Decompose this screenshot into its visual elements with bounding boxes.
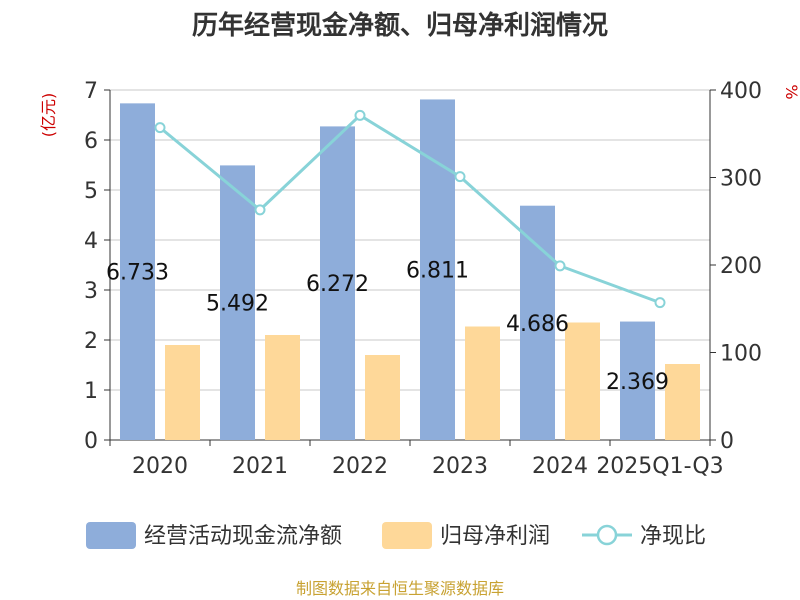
legend-swatch xyxy=(382,522,432,549)
y-left-tick-label: 7 xyxy=(84,79,98,104)
bar xyxy=(465,326,500,440)
y-right-tick-label: 100 xyxy=(720,342,762,367)
bar xyxy=(665,364,700,440)
ratio-series-line xyxy=(159,113,661,305)
bar xyxy=(165,345,200,440)
bar-value-label: 4.686 xyxy=(506,312,569,337)
ratio-point xyxy=(654,297,666,309)
y-left-tick-label: 4 xyxy=(84,229,98,254)
legend-marker xyxy=(596,524,618,546)
bar-value-label: 5.492 xyxy=(206,292,269,317)
legend: 经营活动现金流净额 归母净利润 净现比 xyxy=(86,522,706,549)
ratio-point xyxy=(354,109,366,121)
y-left-unit: (亿元) xyxy=(39,93,58,138)
legend-swatch xyxy=(86,522,136,549)
bar xyxy=(120,103,155,440)
y-right-tick-label: 400 xyxy=(720,79,762,104)
axes: 0 1 2 3 4 5 6 7 0 100 200 300 400 2020 2021 2022 2023 202… xyxy=(84,79,762,479)
y-left-tick-label: 1 xyxy=(84,379,98,404)
data-labels: 6.733 5.492 6.272 6.811 4.686 2.369 xyxy=(106,259,669,395)
ratio-line xyxy=(154,109,666,309)
y-left-tick-label: 3 xyxy=(84,279,98,304)
y-right-tick-label: 200 xyxy=(720,254,762,279)
bar-value-label: 6.272 xyxy=(306,272,369,297)
bar-value-label: 2.369 xyxy=(606,370,669,395)
y-left-tick-label: 0 xyxy=(84,429,98,454)
bar-value-label: 6.733 xyxy=(106,261,169,286)
ratio-point xyxy=(454,171,466,183)
bar xyxy=(320,126,355,441)
bar xyxy=(220,165,255,440)
y-left-tick-label: 5 xyxy=(84,179,98,204)
y-left-tick-label: 2 xyxy=(84,329,98,354)
ratio-point xyxy=(254,204,266,216)
x-tick-label: 2021 xyxy=(232,454,288,479)
y-right-tick-label: 300 xyxy=(720,167,762,192)
grid xyxy=(110,89,710,441)
x-tick-label: 2022 xyxy=(332,454,388,479)
bar xyxy=(565,322,600,440)
x-tick-label: 2025Q1-Q3 xyxy=(596,454,723,479)
legend-label: 经营活动现金流净额 xyxy=(144,524,342,549)
legend-label: 归母净利润 xyxy=(440,524,550,549)
x-tick-label: 2023 xyxy=(432,454,488,479)
x-tick-label: 2024 xyxy=(532,454,588,479)
bars xyxy=(120,99,700,441)
legend-label: 净现比 xyxy=(640,524,706,549)
y-left-tick-label: 6 xyxy=(84,129,98,154)
data-source: 制图数据来自恒生聚源数据库 xyxy=(296,579,504,598)
x-tick-label: 2020 xyxy=(132,454,188,479)
ratio-point xyxy=(554,260,566,272)
chart-title: 历年经营现金净额、归母净利润情况 xyxy=(192,10,608,41)
y-right-tick-label: 0 xyxy=(720,429,734,454)
bar xyxy=(365,355,400,440)
y-right-unit: % xyxy=(782,84,800,99)
bar xyxy=(620,321,655,440)
bar xyxy=(265,335,300,440)
ratio-point xyxy=(154,122,166,134)
bar-value-label: 6.811 xyxy=(406,259,469,284)
